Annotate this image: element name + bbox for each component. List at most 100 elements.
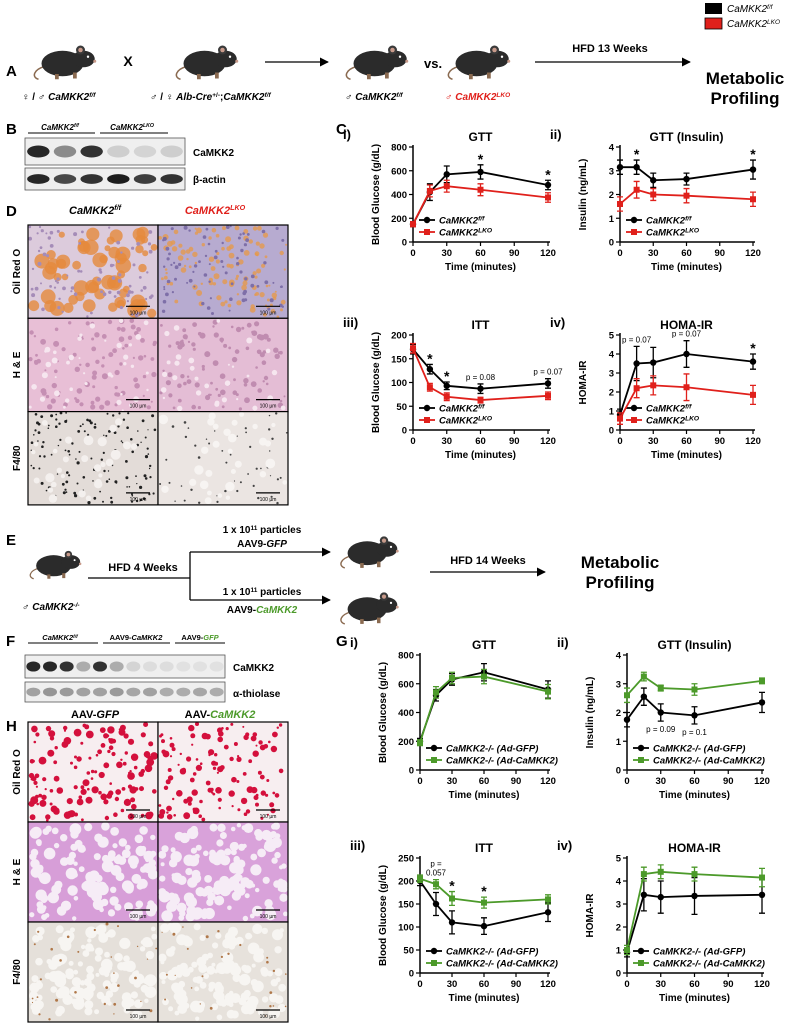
tissue-feature xyxy=(194,231,198,235)
tissue-feature xyxy=(116,342,122,349)
panel-letter: F xyxy=(6,633,15,650)
tissue-feature xyxy=(266,298,270,302)
tissue-feature xyxy=(195,1016,200,1021)
tissue-feature xyxy=(239,943,242,947)
tissue-feature xyxy=(32,759,35,763)
tissue-feature xyxy=(194,444,197,447)
tissue-feature xyxy=(73,861,78,866)
tissue-feature xyxy=(53,842,60,849)
y-tick-label: 2 xyxy=(616,923,621,934)
tissue-feature xyxy=(150,834,156,841)
y-tick-label: 1 xyxy=(609,214,615,225)
tissue-feature xyxy=(51,884,62,895)
tissue-feature xyxy=(53,340,60,347)
tissue-feature xyxy=(262,333,269,340)
tissue-feature xyxy=(33,943,36,946)
tissue-feature xyxy=(73,292,78,297)
legend-name: CaMKK2-/- (Ad-CaMKK2) xyxy=(653,959,765,970)
x-tick-label: 60 xyxy=(479,979,490,990)
tissue-feature xyxy=(82,880,95,892)
tissue-feature xyxy=(167,892,177,902)
legend-swatch xyxy=(704,17,723,30)
tissue-feature xyxy=(192,347,196,351)
tissue-feature xyxy=(113,972,115,974)
tissue-feature xyxy=(236,274,239,278)
tissue-feature xyxy=(166,805,172,812)
tissue-feature xyxy=(274,968,283,977)
tissue-feature xyxy=(165,779,171,785)
tissue-feature xyxy=(61,310,64,313)
tissue-feature xyxy=(173,325,180,331)
blot-band xyxy=(53,174,77,184)
data-point xyxy=(433,689,439,696)
tissue-feature xyxy=(173,814,176,817)
tissue-feature xyxy=(229,225,232,228)
tissue-feature xyxy=(125,460,128,463)
tissue-feature xyxy=(90,457,93,460)
tissue-feature xyxy=(101,995,111,1005)
tissue-feature xyxy=(61,741,69,748)
tissue-feature xyxy=(84,1007,93,1016)
tissue-feature xyxy=(99,270,103,274)
tissue-feature xyxy=(208,753,211,757)
tissue-feature xyxy=(230,282,234,286)
tissue-feature xyxy=(263,375,269,381)
data-point xyxy=(616,163,624,171)
tissue-feature xyxy=(242,232,245,235)
tissue-feature xyxy=(28,357,33,362)
tissue-feature xyxy=(45,725,52,732)
tissue-feature xyxy=(48,1018,51,1021)
tissue-feature xyxy=(140,441,142,443)
tissue-feature xyxy=(177,405,183,412)
tissue-feature xyxy=(285,432,288,434)
tissue-feature xyxy=(87,787,90,791)
data-point xyxy=(683,175,690,183)
data-point xyxy=(426,366,434,373)
tissue-feature xyxy=(135,245,144,254)
legend-name: CaMKK2-/- (Ad-CaMKK2) xyxy=(446,756,558,767)
y-tick-label: 3 xyxy=(609,369,614,380)
tissue-feature xyxy=(250,274,255,279)
tissue-feature xyxy=(254,321,260,327)
tissue-feature xyxy=(162,750,170,758)
tissue-feature xyxy=(197,331,202,336)
tissue-feature xyxy=(68,453,71,456)
tissue-feature xyxy=(162,396,166,400)
tissue-feature xyxy=(68,354,74,361)
tissue-feature xyxy=(272,791,276,795)
group-label: AAV9-CaMKK2 xyxy=(110,633,164,642)
tissue-feature xyxy=(61,482,65,486)
tissue-feature xyxy=(275,412,278,415)
label: ♂ CaMKK2LKO xyxy=(445,92,510,104)
label-part: 1 x 10 xyxy=(223,587,251,598)
tissue-feature xyxy=(190,488,193,491)
scale-bar-label: 100 µm xyxy=(260,310,277,316)
tissue-feature xyxy=(146,758,155,767)
tissue-feature xyxy=(58,422,61,425)
tissue-feature xyxy=(195,764,202,772)
label: β-actin xyxy=(193,175,226,186)
tissue-feature xyxy=(202,235,207,239)
tissue-feature xyxy=(66,798,73,805)
tissue-feature xyxy=(134,383,140,389)
blot-band xyxy=(27,145,50,158)
label-part: CaMKK2 xyxy=(185,205,230,217)
tissue-feature xyxy=(40,229,44,233)
x-tick-label: 90 xyxy=(723,979,734,990)
tissue-feature xyxy=(243,383,248,387)
tissue-feature xyxy=(137,1014,143,1020)
annotation: p = 0.07 xyxy=(622,335,652,344)
tissue-feature xyxy=(130,500,134,503)
group-label: AAV9-GFP xyxy=(181,633,219,642)
tissue-feature xyxy=(142,250,149,257)
tissue-feature xyxy=(78,357,81,360)
tissue-feature xyxy=(205,438,208,440)
tissue-feature xyxy=(137,430,139,432)
tissue-feature xyxy=(134,999,143,1009)
label-part: LKO xyxy=(496,92,510,99)
tissue-feature xyxy=(72,872,78,878)
legend-label: CaMKK2-/- (Ad-CaMKK2) xyxy=(446,959,558,970)
tissue-feature xyxy=(143,320,149,326)
data-point xyxy=(545,896,551,903)
label-part: ♀ / ♂ xyxy=(22,92,48,103)
